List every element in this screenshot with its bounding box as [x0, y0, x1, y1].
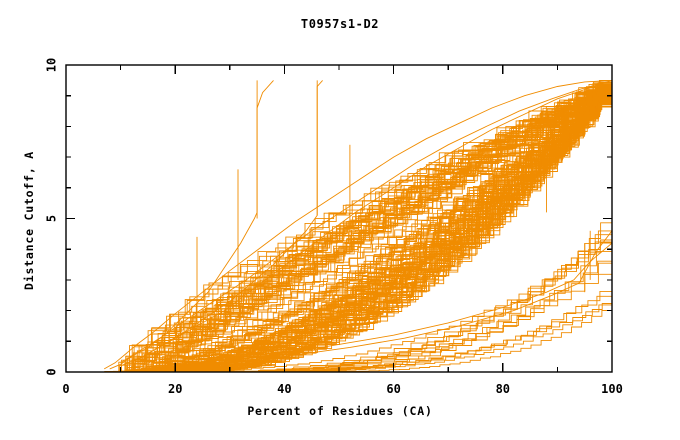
- data-curve: [120, 84, 613, 373]
- data-curve: [120, 80, 613, 373]
- data-curve: [140, 80, 613, 373]
- data-curve: [165, 82, 613, 373]
- data-curve: [180, 82, 613, 373]
- chart-title: T0957s1-D2: [300, 17, 380, 31]
- data-curve: [122, 80, 613, 373]
- data-curve: [103, 79, 613, 370]
- data-curve: [176, 228, 613, 373]
- data-curve: [116, 80, 613, 372]
- data-curve: [134, 85, 613, 373]
- axes-layer: [65, 64, 613, 373]
- data-curve: [191, 82, 613, 372]
- data-curve: [138, 80, 613, 373]
- y-tick-label: 0: [45, 368, 59, 375]
- x-tick-label: 0: [62, 382, 69, 396]
- data-curve: [231, 264, 613, 373]
- data-curve: [189, 82, 613, 373]
- x-tick-label: 100: [601, 382, 623, 396]
- data-curve: [157, 80, 613, 372]
- x-tick-label: 20: [168, 382, 182, 396]
- data-curve: [175, 80, 613, 373]
- y-axis-label: Distance Cutoff, A: [22, 150, 36, 290]
- x-tick-label: 40: [277, 382, 291, 396]
- data-curve: [132, 87, 613, 372]
- data-curve: [135, 233, 613, 373]
- data-curve: [149, 80, 613, 373]
- data-curves-layer: [103, 79, 613, 373]
- y-tick-label: 5: [45, 215, 59, 222]
- x-axis-label: Percent of Residues (CA): [247, 404, 433, 418]
- data-curve: [179, 80, 613, 373]
- x-tick-label: 60: [386, 382, 400, 396]
- tick-labels-layer: 0 20 40 60 80 100 0 5 10: [45, 58, 623, 396]
- data-curve: [135, 80, 613, 373]
- data-curve: [105, 84, 612, 373]
- y-tick-label: 10: [45, 58, 59, 72]
- data-curve: [163, 80, 613, 373]
- data-curve: [145, 80, 613, 372]
- x-tick-label: 80: [496, 382, 510, 396]
- data-curve: [107, 80, 613, 373]
- data-curve: [141, 80, 613, 373]
